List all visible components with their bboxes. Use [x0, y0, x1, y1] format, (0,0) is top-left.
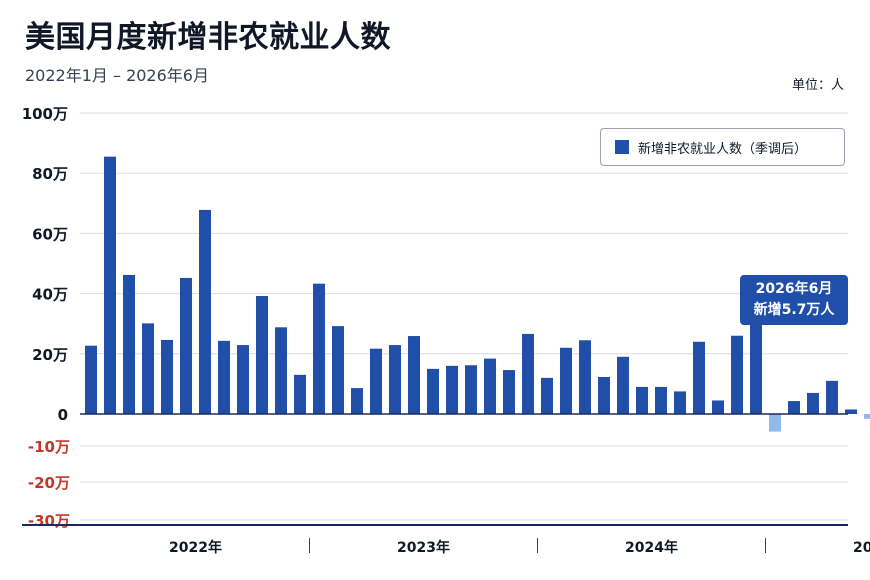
bar: [142, 323, 154, 414]
bar: [85, 345, 97, 414]
y-tick-label: -30万: [28, 512, 70, 530]
callout-date: 2026年6月: [755, 281, 833, 297]
latest-value-callout: 2026年6月 新增5.7万人: [740, 275, 848, 325]
bar: [522, 333, 534, 414]
chart-title: 美国月度新增非农就业人数: [25, 20, 391, 55]
bar: [769, 414, 781, 432]
chart-subtitle: 2022年1月 – 2026年6月: [25, 66, 209, 85]
bar: [161, 339, 173, 414]
y-tick-label: 20万: [32, 346, 68, 364]
callout-value: 新增5.7万人: [753, 302, 835, 318]
bar: [123, 274, 135, 414]
bar: [845, 409, 857, 414]
bar: [807, 392, 819, 414]
bar: [636, 386, 648, 414]
bar: [788, 401, 800, 414]
y-tick-label: 60万: [32, 225, 68, 243]
bar: [351, 388, 363, 414]
legend-swatch: [615, 140, 629, 154]
bar: [503, 370, 515, 414]
bar: [598, 376, 610, 414]
unit-label: 单位：人: [791, 78, 844, 93]
bar: [294, 374, 306, 414]
y-tick-label: -20万: [28, 474, 70, 492]
bar: [370, 348, 382, 414]
x-year-label: 2024年: [625, 539, 678, 556]
bar: [579, 340, 591, 414]
bar: [693, 341, 705, 414]
bar: [332, 326, 344, 414]
bar: [180, 277, 192, 414]
bar: [560, 347, 572, 414]
x-year-label: 2025年: [853, 539, 870, 556]
bar: [826, 380, 838, 414]
bar: [750, 320, 762, 414]
chart-legend: 新增非农就业人数（季调后）: [600, 128, 845, 166]
x-year-label: 2022年: [169, 539, 222, 556]
y-tick-label: 100万: [22, 105, 68, 123]
bar: [237, 345, 249, 414]
bar: [408, 336, 420, 414]
bar: [864, 414, 870, 419]
y-tick-label: 0: [58, 406, 68, 424]
bar: [256, 296, 268, 414]
bar: [674, 391, 686, 414]
bar: [427, 368, 439, 414]
bar: [712, 400, 724, 414]
y-tick-label: 80万: [32, 165, 68, 183]
bar: [484, 358, 496, 414]
bar: [731, 335, 743, 414]
x-year-label: 2023年: [397, 539, 450, 556]
bar: [313, 283, 325, 414]
y-tick-label: -10万: [28, 438, 70, 456]
bar: [199, 209, 211, 414]
bar: [465, 365, 477, 414]
bar: [446, 365, 458, 414]
y-tick-label: 40万: [32, 286, 68, 304]
bar: [104, 156, 116, 414]
bar: [275, 327, 287, 414]
legend-label: 新增非农就业人数（季调后）: [638, 141, 808, 157]
bar: [655, 386, 667, 414]
bar: [541, 377, 553, 414]
bar: [389, 345, 401, 414]
bar: [617, 356, 629, 414]
bar: [218, 340, 230, 414]
